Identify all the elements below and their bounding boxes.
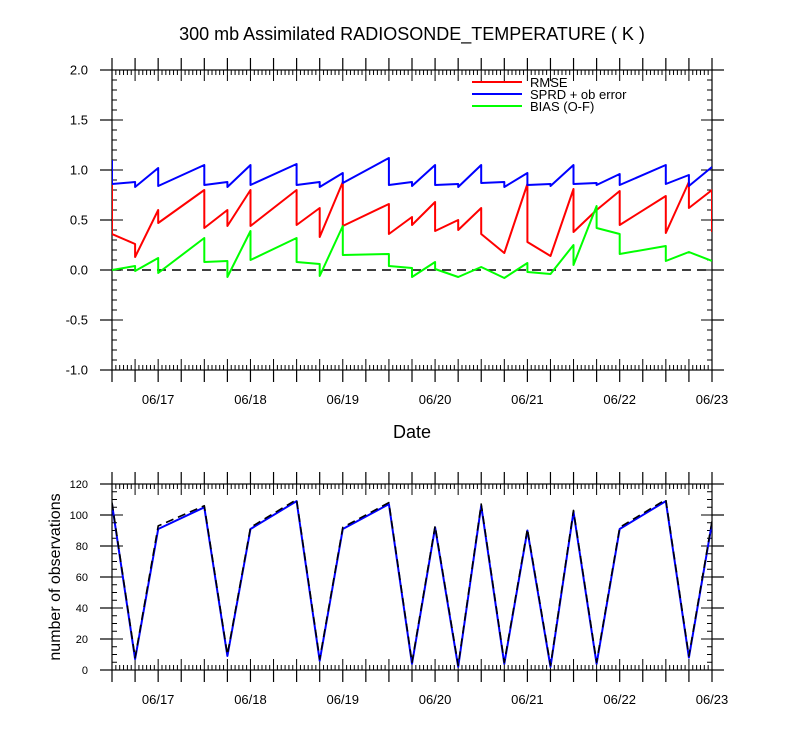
y-tick-label: 2.0 xyxy=(70,63,88,78)
y-tick-label: 100 xyxy=(70,510,88,522)
x-tick-label: 06/23 xyxy=(696,692,729,707)
series-line-obs-possible xyxy=(112,498,712,667)
y-tick-label: 0 xyxy=(82,665,88,677)
series-line-rmse xyxy=(112,170,712,258)
x-tick-label: 06/17 xyxy=(142,392,175,407)
y-tick-label: 80 xyxy=(76,541,88,553)
x-tick-label: 06/22 xyxy=(603,392,636,407)
x-tick-label: 06/19 xyxy=(326,692,359,707)
top-chart-title: 300 mb Assimilated RADIOSONDE_TEMPERATUR… xyxy=(179,24,645,45)
x-tick-label: 06/20 xyxy=(419,392,452,407)
top-chart-xlabel: Date xyxy=(393,422,431,442)
x-tick-label: 06/20 xyxy=(419,692,452,707)
y-tick-label: -1.0 xyxy=(66,363,88,378)
plot-frame xyxy=(111,483,713,671)
y-tick-label: 60 xyxy=(76,572,88,584)
series-line-bias-o-f xyxy=(112,205,712,279)
x-tick-label: 06/21 xyxy=(511,692,544,707)
y-tick-label: 1.5 xyxy=(70,113,88,128)
y-tick-label: 40 xyxy=(76,603,88,615)
bottom-chart-ylabel: number of observations xyxy=(47,493,64,660)
y-tick-label: 20 xyxy=(76,634,88,646)
x-tick-label: 06/17 xyxy=(142,692,175,707)
bottom-chart: 06/17 06/18 06/19 06/20 06/21 06/22 06/23 0 20 40… xyxy=(70,472,729,707)
top-chart: 06/17 06/18 06/19 06/20 06/21 06/22 06/23 -1.0 -… xyxy=(66,58,729,407)
y-tick-label: 120 xyxy=(70,479,88,491)
y-tick-label: -0.5 xyxy=(66,313,88,328)
legend-label: RMSE xyxy=(530,75,568,90)
x-tick-label: 06/23 xyxy=(696,392,729,407)
legend-label: SPRD + ob error xyxy=(530,87,627,102)
legend-label: BIAS (O-F) xyxy=(530,99,594,114)
y-tick-label: 0.0 xyxy=(70,263,88,278)
y-tick-label: 0.5 xyxy=(70,213,88,228)
x-tick-label: 06/18 xyxy=(234,692,267,707)
x-tick-label: 06/18 xyxy=(234,392,267,407)
x-tick-label: 06/21 xyxy=(511,392,544,407)
x-tick-label: 06/19 xyxy=(326,392,359,407)
x-tick-label: 06/22 xyxy=(603,692,636,707)
y-tick-label: 1.0 xyxy=(70,163,88,178)
series-line-sprd-ob-error xyxy=(112,157,712,188)
